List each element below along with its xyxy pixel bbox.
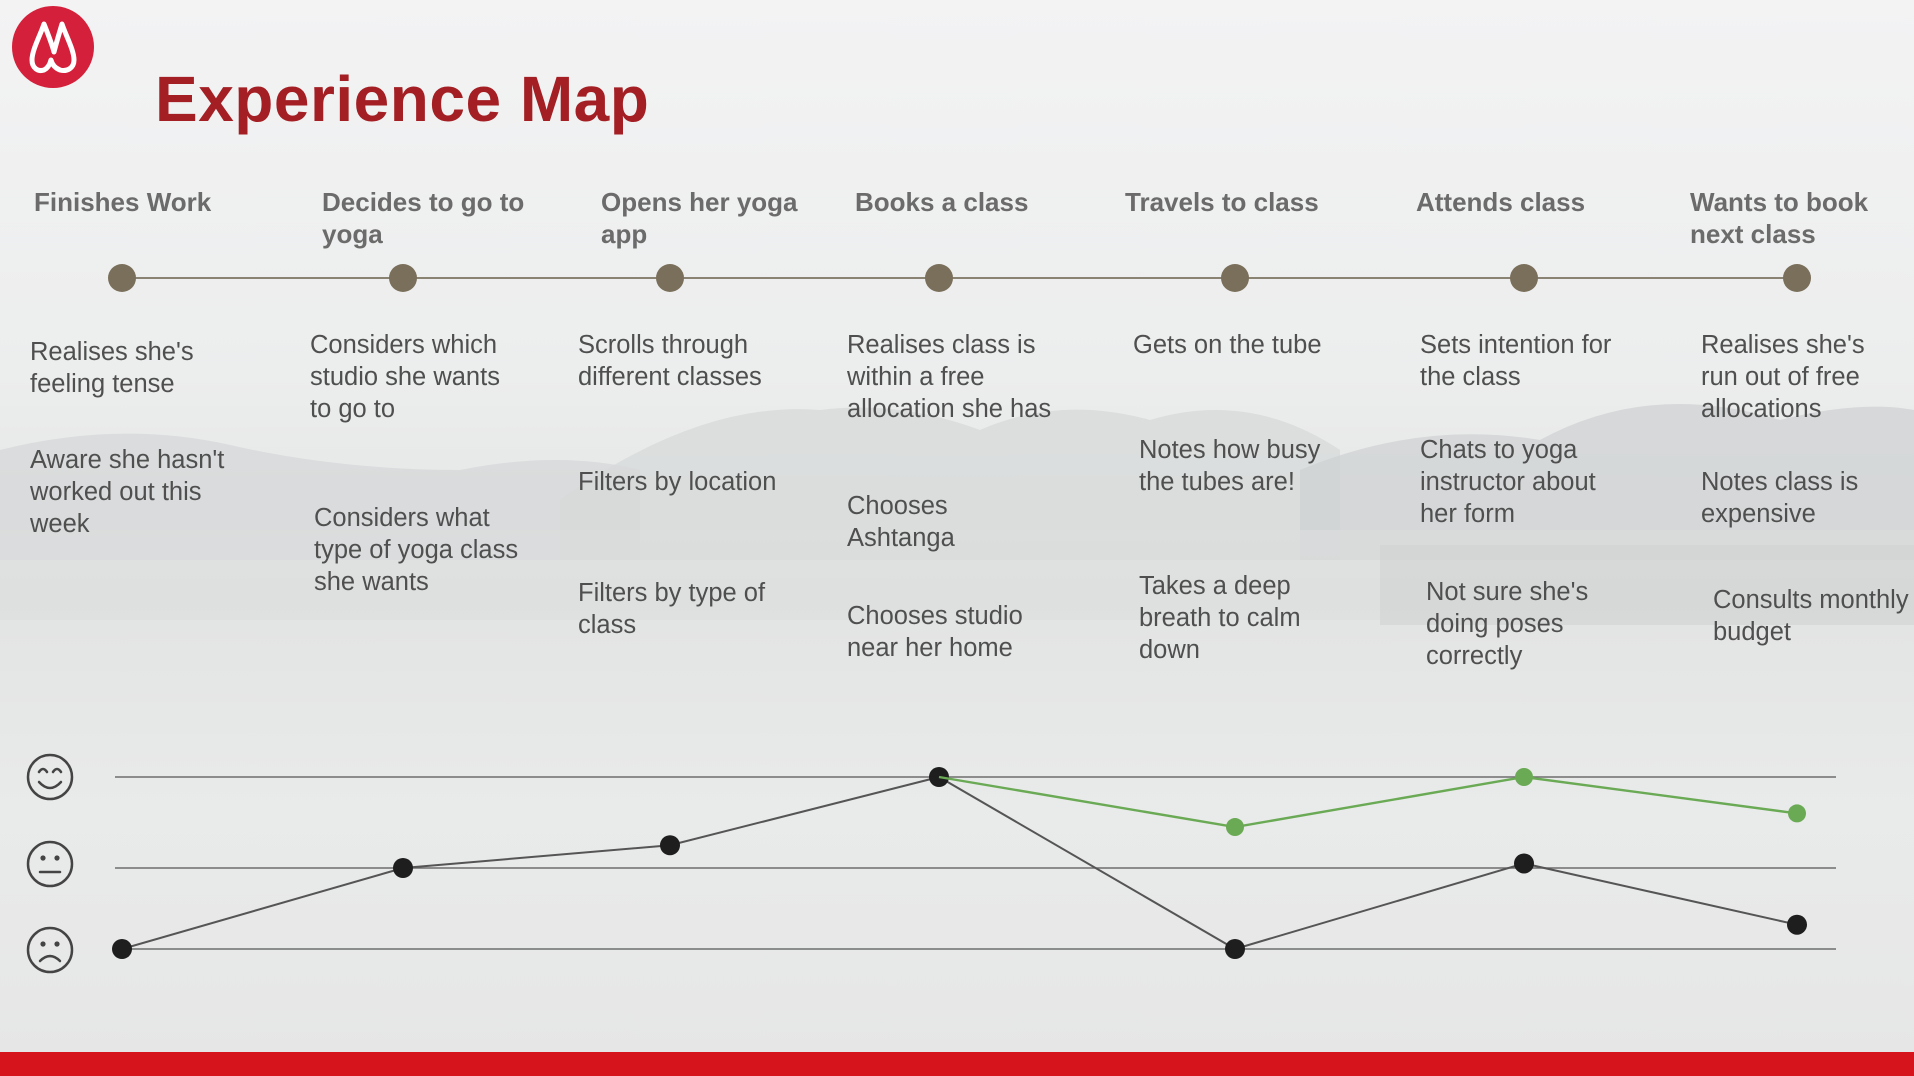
lululemon-logo-icon bbox=[12, 6, 94, 88]
stage-note: Filters by type of class bbox=[578, 579, 766, 639]
stage-note: Consults monthly budget bbox=[1713, 586, 1909, 646]
stage-note: Chooses studio near her home bbox=[847, 602, 1023, 662]
stage-note: Notes class is expensive bbox=[1701, 468, 1859, 528]
stage-note: Chats to yoga instructor about her form bbox=[1420, 436, 1596, 528]
stage-note: Filters by location bbox=[578, 468, 777, 496]
stage-note: Notes how busy the tubes are! bbox=[1139, 436, 1321, 496]
stage-note: Takes a deep breath to calm down bbox=[1139, 572, 1301, 664]
stage-heading: Attends class bbox=[1416, 187, 1586, 217]
stage-note: Realises she's run out of free allocatio… bbox=[1701, 331, 1865, 423]
stage-note: Not sure she's doing poses correctly bbox=[1426, 578, 1589, 670]
stage-note: Realises class is within a free allocati… bbox=[847, 331, 1052, 423]
stage-note: Chooses Ashtanga bbox=[847, 492, 955, 552]
stage-heading: Decides to go to yoga bbox=[322, 187, 525, 249]
stage-heading: Books a class bbox=[855, 187, 1029, 217]
stage-note: Gets on the tube bbox=[1133, 331, 1322, 359]
stage-note: Considers which studio she wants to go t… bbox=[310, 331, 500, 423]
stage-heading: Finishes Work bbox=[34, 187, 212, 217]
stage-heading: Travels to class bbox=[1125, 187, 1319, 217]
page-title: Experience Map bbox=[155, 63, 650, 135]
stage-heading: Wants to book next class bbox=[1690, 187, 1869, 249]
stage-heading: Opens her yoga app bbox=[601, 187, 798, 249]
stage-note: Considers what type of yoga class she wa… bbox=[314, 504, 519, 596]
stage-note: Aware she hasn't worked out this week bbox=[30, 446, 225, 538]
stage-note: Realises she's feeling tense bbox=[30, 338, 194, 398]
brand-bar bbox=[0, 1052, 1914, 1076]
stage-note: Sets intention for the class bbox=[1420, 331, 1612, 391]
stage-note: Scrolls through different classes bbox=[578, 331, 762, 391]
